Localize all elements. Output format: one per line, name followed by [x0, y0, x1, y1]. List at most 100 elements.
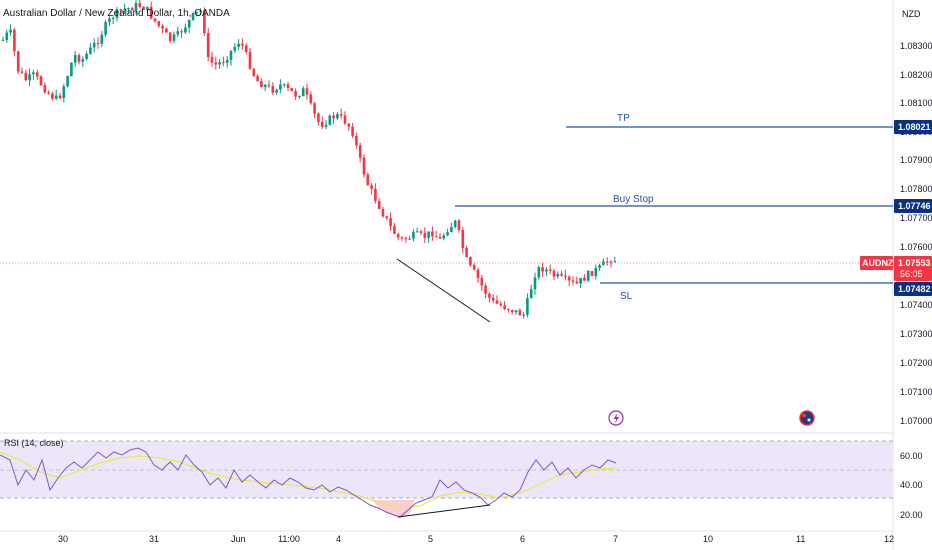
candle-body — [446, 232, 449, 236]
candle-body — [343, 115, 347, 124]
candle-body — [130, 8, 134, 11]
candle-body — [545, 269, 548, 272]
time-tick: Jun — [231, 534, 246, 544]
candle-body — [275, 89, 278, 93]
price-tick: 1.07300 — [900, 329, 932, 339]
price-tick: 1.08200 — [900, 70, 932, 80]
candle-body — [377, 200, 381, 209]
candle-body — [73, 55, 77, 63]
candle-body — [598, 265, 601, 268]
rsi-ma-line — [0, 451, 617, 509]
price-tick: 1.07200 — [900, 358, 932, 368]
candle-body — [370, 185, 373, 189]
time-tick: 11:00 — [278, 534, 300, 544]
candle-body — [184, 27, 187, 33]
candle-body — [347, 123, 351, 127]
candle-body — [43, 85, 47, 93]
candle-body — [153, 18, 157, 22]
symbol-tag[interactable] — [860, 256, 893, 270]
candle-body — [541, 267, 544, 272]
candle-body — [142, 6, 145, 10]
time-axis[interactable]: 30 31 Jun 11:00 4 5 6 7 10 11 12 — [58, 534, 894, 544]
rsi-tick: 40.00 — [900, 480, 923, 490]
candle-body — [146, 6, 149, 10]
buy-stop-price: 1.07746 — [898, 201, 931, 211]
candle-body — [9, 29, 12, 33]
current-price-tag[interactable] — [894, 256, 932, 281]
candle-body — [586, 270, 590, 281]
time-tick: 6 — [520, 534, 525, 544]
tp-label: TP — [617, 113, 630, 124]
tp-price-tag[interactable] — [894, 120, 932, 134]
candle-body — [237, 43, 240, 47]
candle-body — [127, 8, 130, 10]
flag-icon[interactable] — [799, 410, 815, 426]
candle-body — [396, 233, 400, 238]
candle-body — [267, 84, 271, 86]
candle-body — [362, 157, 366, 175]
buy-stop-price-tag[interactable] — [894, 199, 932, 213]
candle-body — [119, 9, 123, 11]
candle-body — [431, 231, 434, 237]
sl-label: SL — [620, 291, 633, 302]
candle-body — [13, 29, 16, 52]
sl-price: 1.07482 — [898, 284, 931, 294]
candle-body — [412, 231, 415, 239]
candle-body — [218, 62, 221, 65]
price-tick: 1.07400 — [900, 300, 932, 310]
candle-body — [537, 267, 541, 278]
candle-body — [271, 85, 275, 93]
sl-price-tag[interactable] — [894, 282, 932, 296]
candle-body — [499, 303, 503, 306]
candle-body — [366, 174, 370, 186]
candle-body — [560, 273, 563, 276]
candle-body — [47, 92, 50, 94]
candle-body — [385, 216, 389, 219]
time-tick: 11 — [796, 534, 805, 544]
candle-body — [450, 226, 453, 233]
candle-body — [206, 33, 210, 58]
candle-body — [123, 9, 126, 11]
candle-body — [35, 72, 39, 77]
candle-body — [575, 281, 579, 284]
candle-body — [77, 55, 81, 62]
time-tick: 4 — [336, 534, 341, 544]
price-tick: 1.07600 — [900, 242, 932, 252]
candle-body — [81, 58, 85, 62]
candle-body — [476, 269, 480, 279]
candle-body — [324, 124, 328, 127]
candle-body — [461, 229, 465, 248]
candle-body — [564, 275, 567, 277]
candle-body — [351, 126, 354, 136]
price-tick: 1.08100 — [900, 98, 932, 108]
candle-body — [514, 310, 518, 313]
candle-body — [393, 226, 396, 234]
candle-body — [609, 261, 613, 263]
candle-body — [39, 76, 43, 86]
candle-body — [317, 113, 320, 122]
candle-body — [176, 31, 180, 35]
candle-body — [286, 84, 290, 89]
price-divergence-line[interactable] — [396, 258, 491, 323]
candle-body — [252, 68, 256, 76]
candle-body — [108, 18, 111, 22]
rsi-tick: 20.00 — [900, 510, 923, 520]
price-tick: 1.07700 — [900, 213, 932, 223]
candle-body — [556, 273, 560, 277]
rsi-divergence-line[interactable] — [397, 504, 491, 518]
time-tick: 10 — [703, 534, 713, 544]
candlestick-series — [1, 0, 617, 319]
candle-body — [290, 88, 294, 92]
lightning-icon[interactable] — [608, 410, 624, 426]
candle-body — [24, 72, 28, 81]
candle-body — [552, 270, 556, 277]
candle-body — [180, 31, 183, 33]
symbol-tag-text: AUDNZD — [862, 258, 900, 268]
price-scale[interactable]: NZD 1.08300 1.08200 1.08100 1.08000 1.07… — [900, 9, 932, 426]
candle-body — [480, 278, 484, 286]
price-tick: 1.07100 — [900, 387, 932, 397]
time-tick: 31 — [149, 534, 159, 544]
candle-body — [590, 270, 594, 276]
candle-body — [104, 21, 107, 35]
